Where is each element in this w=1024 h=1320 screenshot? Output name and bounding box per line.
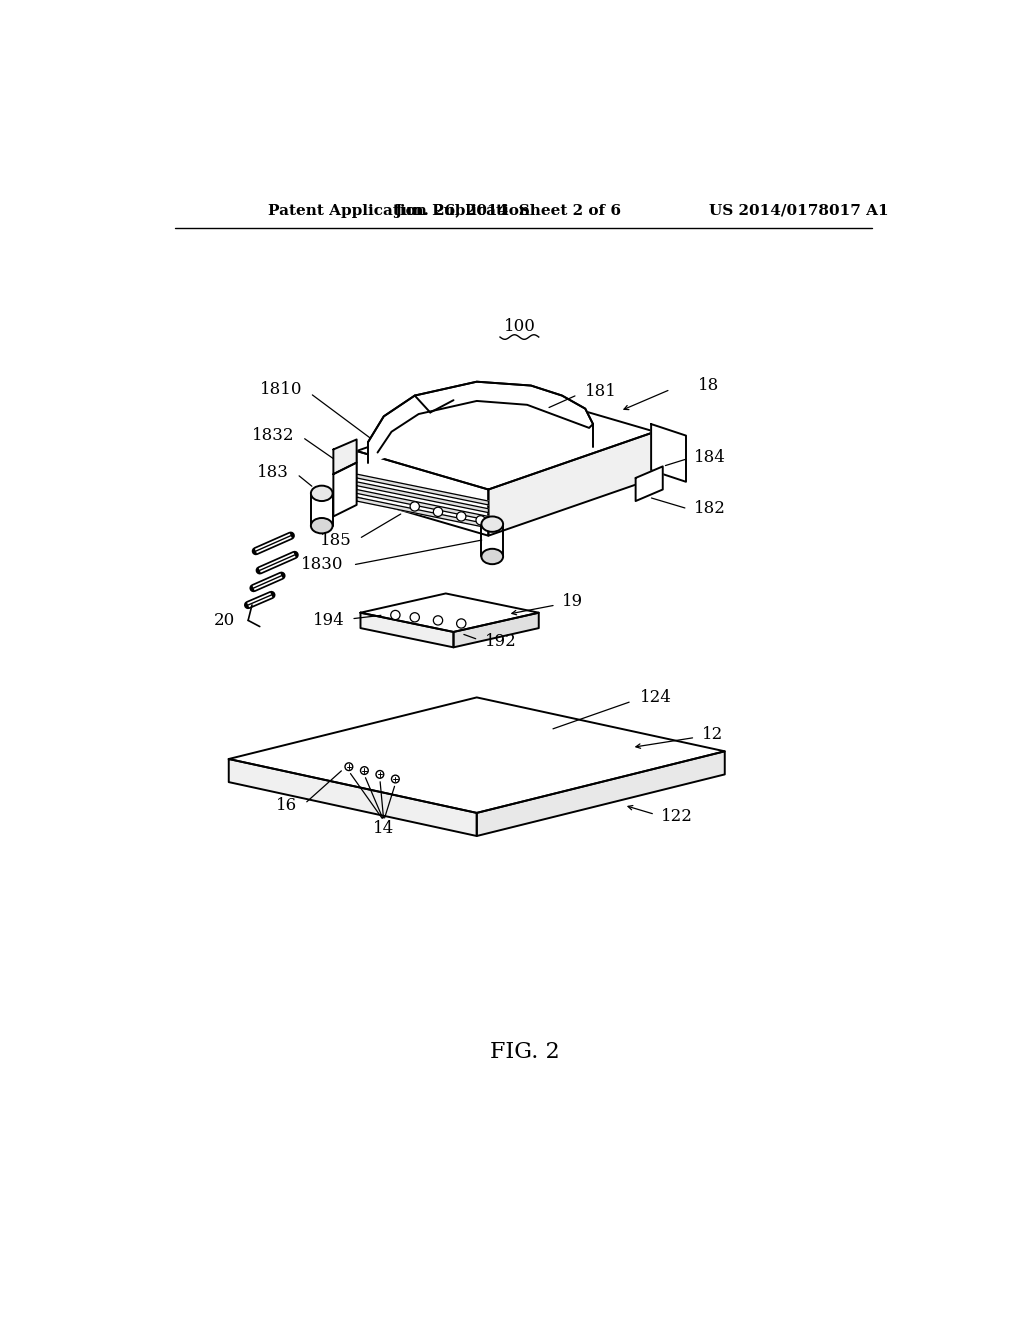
Polygon shape xyxy=(228,697,725,813)
Ellipse shape xyxy=(481,549,503,564)
Circle shape xyxy=(376,771,384,779)
Text: 192: 192 xyxy=(484,634,516,651)
Polygon shape xyxy=(334,462,356,516)
Text: 182: 182 xyxy=(693,500,726,517)
Circle shape xyxy=(410,502,420,511)
Text: 100: 100 xyxy=(504,318,536,335)
Circle shape xyxy=(433,507,442,516)
Ellipse shape xyxy=(311,486,333,502)
Text: 16: 16 xyxy=(275,797,297,813)
Ellipse shape xyxy=(481,516,503,532)
Polygon shape xyxy=(651,424,686,482)
Polygon shape xyxy=(334,440,356,474)
Text: FIG. 2: FIG. 2 xyxy=(490,1040,559,1063)
Text: 20: 20 xyxy=(214,612,234,628)
Text: 1810: 1810 xyxy=(260,381,302,397)
Polygon shape xyxy=(488,432,655,536)
Text: 12: 12 xyxy=(701,726,723,743)
Circle shape xyxy=(391,775,399,783)
Polygon shape xyxy=(369,381,593,462)
Text: 1830: 1830 xyxy=(301,557,343,573)
Circle shape xyxy=(457,619,466,628)
Polygon shape xyxy=(356,393,655,490)
Circle shape xyxy=(476,516,485,525)
Text: US 2014/0178017 A1: US 2014/0178017 A1 xyxy=(710,203,889,218)
Polygon shape xyxy=(356,482,488,512)
Circle shape xyxy=(410,612,420,622)
Text: 124: 124 xyxy=(640,689,672,706)
Polygon shape xyxy=(356,474,488,506)
Text: 122: 122 xyxy=(662,808,693,825)
Text: 181: 181 xyxy=(586,383,617,400)
Text: 184: 184 xyxy=(693,449,726,466)
Text: Jun. 26, 2014  Sheet 2 of 6: Jun. 26, 2014 Sheet 2 of 6 xyxy=(394,203,622,218)
Circle shape xyxy=(433,615,442,626)
Text: Patent Application Publication: Patent Application Publication xyxy=(267,203,529,218)
Text: 194: 194 xyxy=(313,612,345,628)
Polygon shape xyxy=(228,759,477,836)
Polygon shape xyxy=(356,451,488,536)
Text: 14: 14 xyxy=(373,820,394,837)
Polygon shape xyxy=(369,381,593,453)
Polygon shape xyxy=(356,498,488,528)
Polygon shape xyxy=(636,466,663,502)
Polygon shape xyxy=(360,594,539,632)
Text: 183: 183 xyxy=(257,465,289,480)
Polygon shape xyxy=(454,612,539,647)
Circle shape xyxy=(360,767,369,775)
Polygon shape xyxy=(477,751,725,836)
Text: 18: 18 xyxy=(697,378,719,395)
Text: 185: 185 xyxy=(319,532,351,549)
Text: 19: 19 xyxy=(562,593,583,610)
Polygon shape xyxy=(360,612,454,647)
Circle shape xyxy=(391,610,400,619)
Circle shape xyxy=(345,763,352,771)
Ellipse shape xyxy=(311,517,333,533)
Circle shape xyxy=(457,512,466,521)
Text: 1832: 1832 xyxy=(252,428,295,444)
Polygon shape xyxy=(356,490,488,520)
